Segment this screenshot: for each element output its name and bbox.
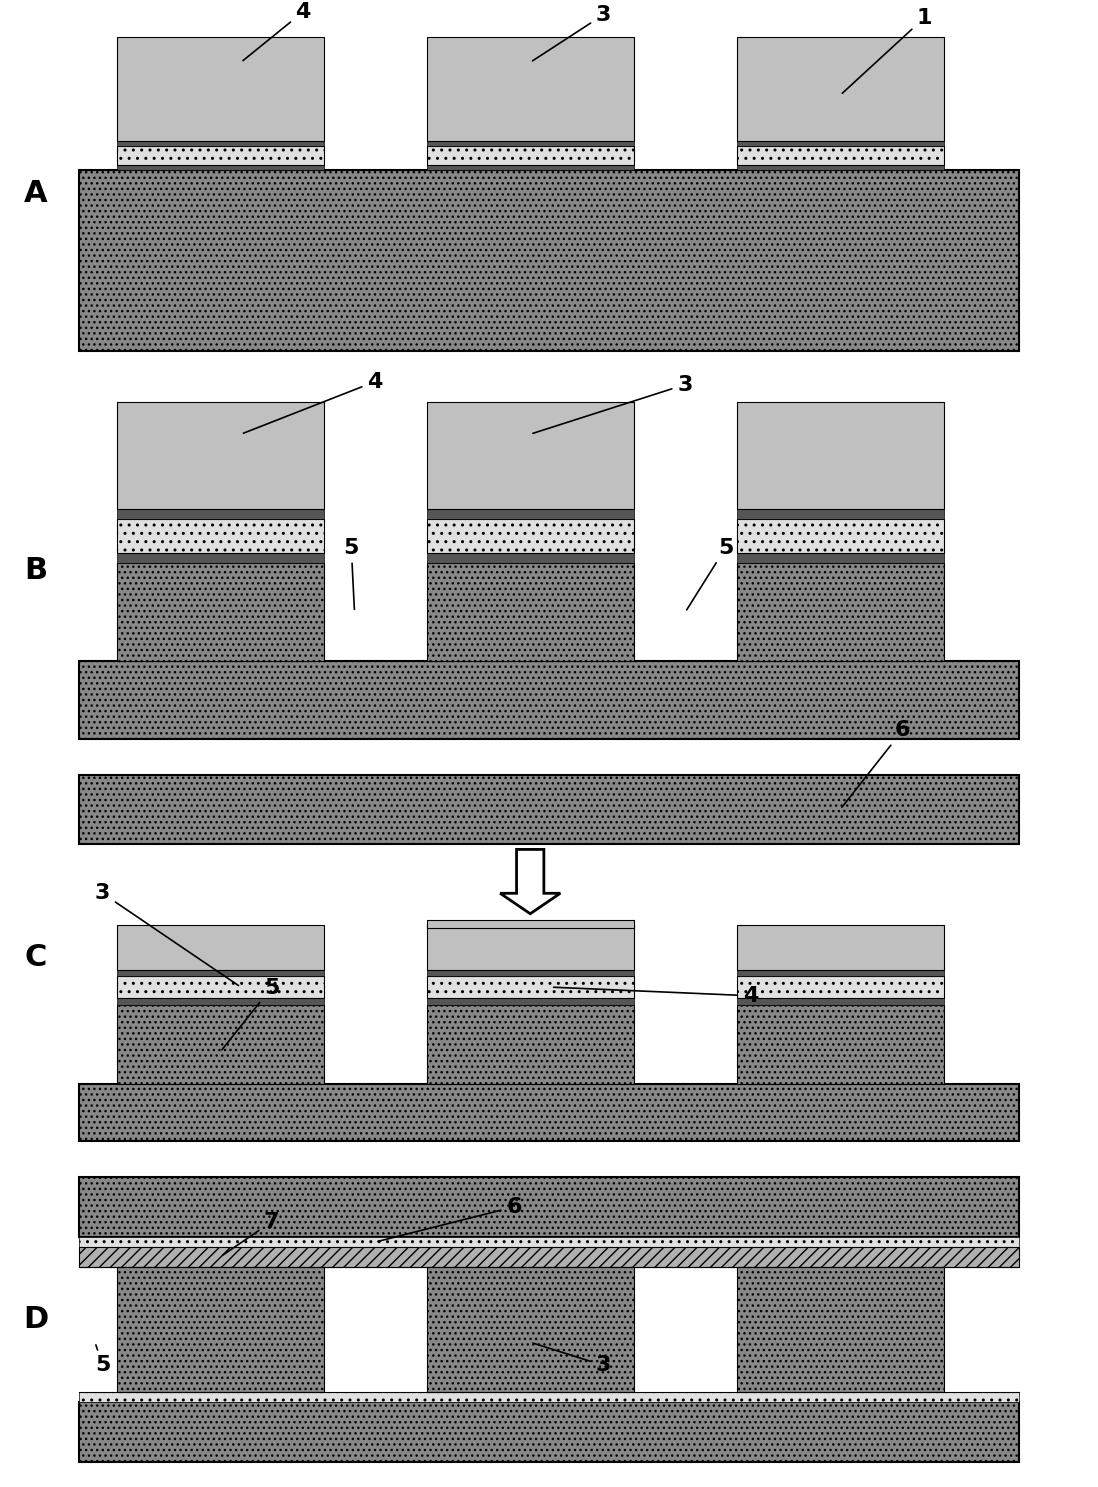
Bar [116, 141, 324, 146]
Bar [116, 519, 324, 553]
Bar [427, 564, 634, 662]
Bar [427, 1005, 634, 1084]
Bar [79, 775, 1019, 843]
Bar [116, 970, 324, 975]
Bar [79, 170, 1019, 351]
Text: A: A [24, 180, 47, 208]
Bar [737, 998, 943, 1005]
Bar [79, 1267, 1019, 1392]
Bar [427, 519, 634, 553]
Text: 3: 3 [533, 375, 693, 433]
Bar [427, 509, 634, 519]
Bar [737, 925, 943, 970]
Bar [427, 998, 634, 1005]
Bar [427, 1267, 634, 1392]
Text: 3: 3 [533, 4, 612, 61]
Bar [116, 37, 324, 141]
Bar [737, 37, 943, 141]
Bar [116, 1005, 324, 1084]
Bar [116, 146, 324, 165]
Bar [427, 975, 634, 998]
Text: 5: 5 [222, 977, 279, 1050]
Bar [427, 970, 634, 975]
Bar [737, 403, 943, 509]
Polygon shape [501, 849, 560, 913]
Bar [427, 141, 634, 146]
Bar [427, 165, 634, 170]
Text: 5: 5 [344, 538, 359, 610]
Bar [427, 37, 634, 141]
Text: 4: 4 [243, 1, 311, 61]
Bar [79, 1237, 1019, 1248]
Bar [737, 509, 943, 519]
Bar [737, 970, 943, 975]
Text: 6: 6 [842, 720, 910, 807]
Bar [79, 1248, 1019, 1267]
Bar [737, 146, 943, 165]
Bar [737, 141, 943, 146]
Text: 4: 4 [553, 986, 759, 1005]
Text: 1: 1 [842, 7, 932, 94]
Bar [737, 975, 943, 998]
Bar [116, 553, 324, 564]
Bar [737, 1005, 943, 1084]
Bar [737, 519, 943, 553]
Text: D: D [23, 1306, 48, 1334]
Bar [427, 553, 634, 564]
Bar [116, 1267, 324, 1392]
Text: 3: 3 [96, 883, 238, 986]
Bar [116, 564, 324, 662]
Bar [116, 165, 324, 170]
Bar [427, 146, 634, 165]
Bar [737, 165, 943, 170]
Text: C: C [24, 943, 47, 972]
Bar [116, 998, 324, 1005]
Bar [427, 925, 634, 970]
Bar [737, 564, 943, 662]
Bar [79, 662, 1019, 739]
Text: 5: 5 [686, 538, 733, 610]
Bar [79, 1178, 1019, 1237]
Bar [116, 975, 324, 998]
Bar [116, 403, 324, 509]
Text: 4: 4 [244, 372, 382, 433]
Bar [79, 1402, 1019, 1462]
Bar [79, 1392, 1019, 1402]
Text: 6: 6 [378, 1197, 522, 1242]
Text: 3: 3 [533, 1343, 612, 1375]
Bar [427, 920, 634, 928]
Bar [737, 1267, 943, 1392]
Bar [79, 1084, 1019, 1141]
Text: 7: 7 [223, 1212, 279, 1255]
Bar [737, 553, 943, 564]
Bar [427, 920, 634, 926]
Text: B: B [24, 556, 47, 584]
Text: 5: 5 [96, 1344, 111, 1375]
Bar [116, 925, 324, 970]
Bar [116, 509, 324, 519]
Bar [427, 403, 634, 509]
